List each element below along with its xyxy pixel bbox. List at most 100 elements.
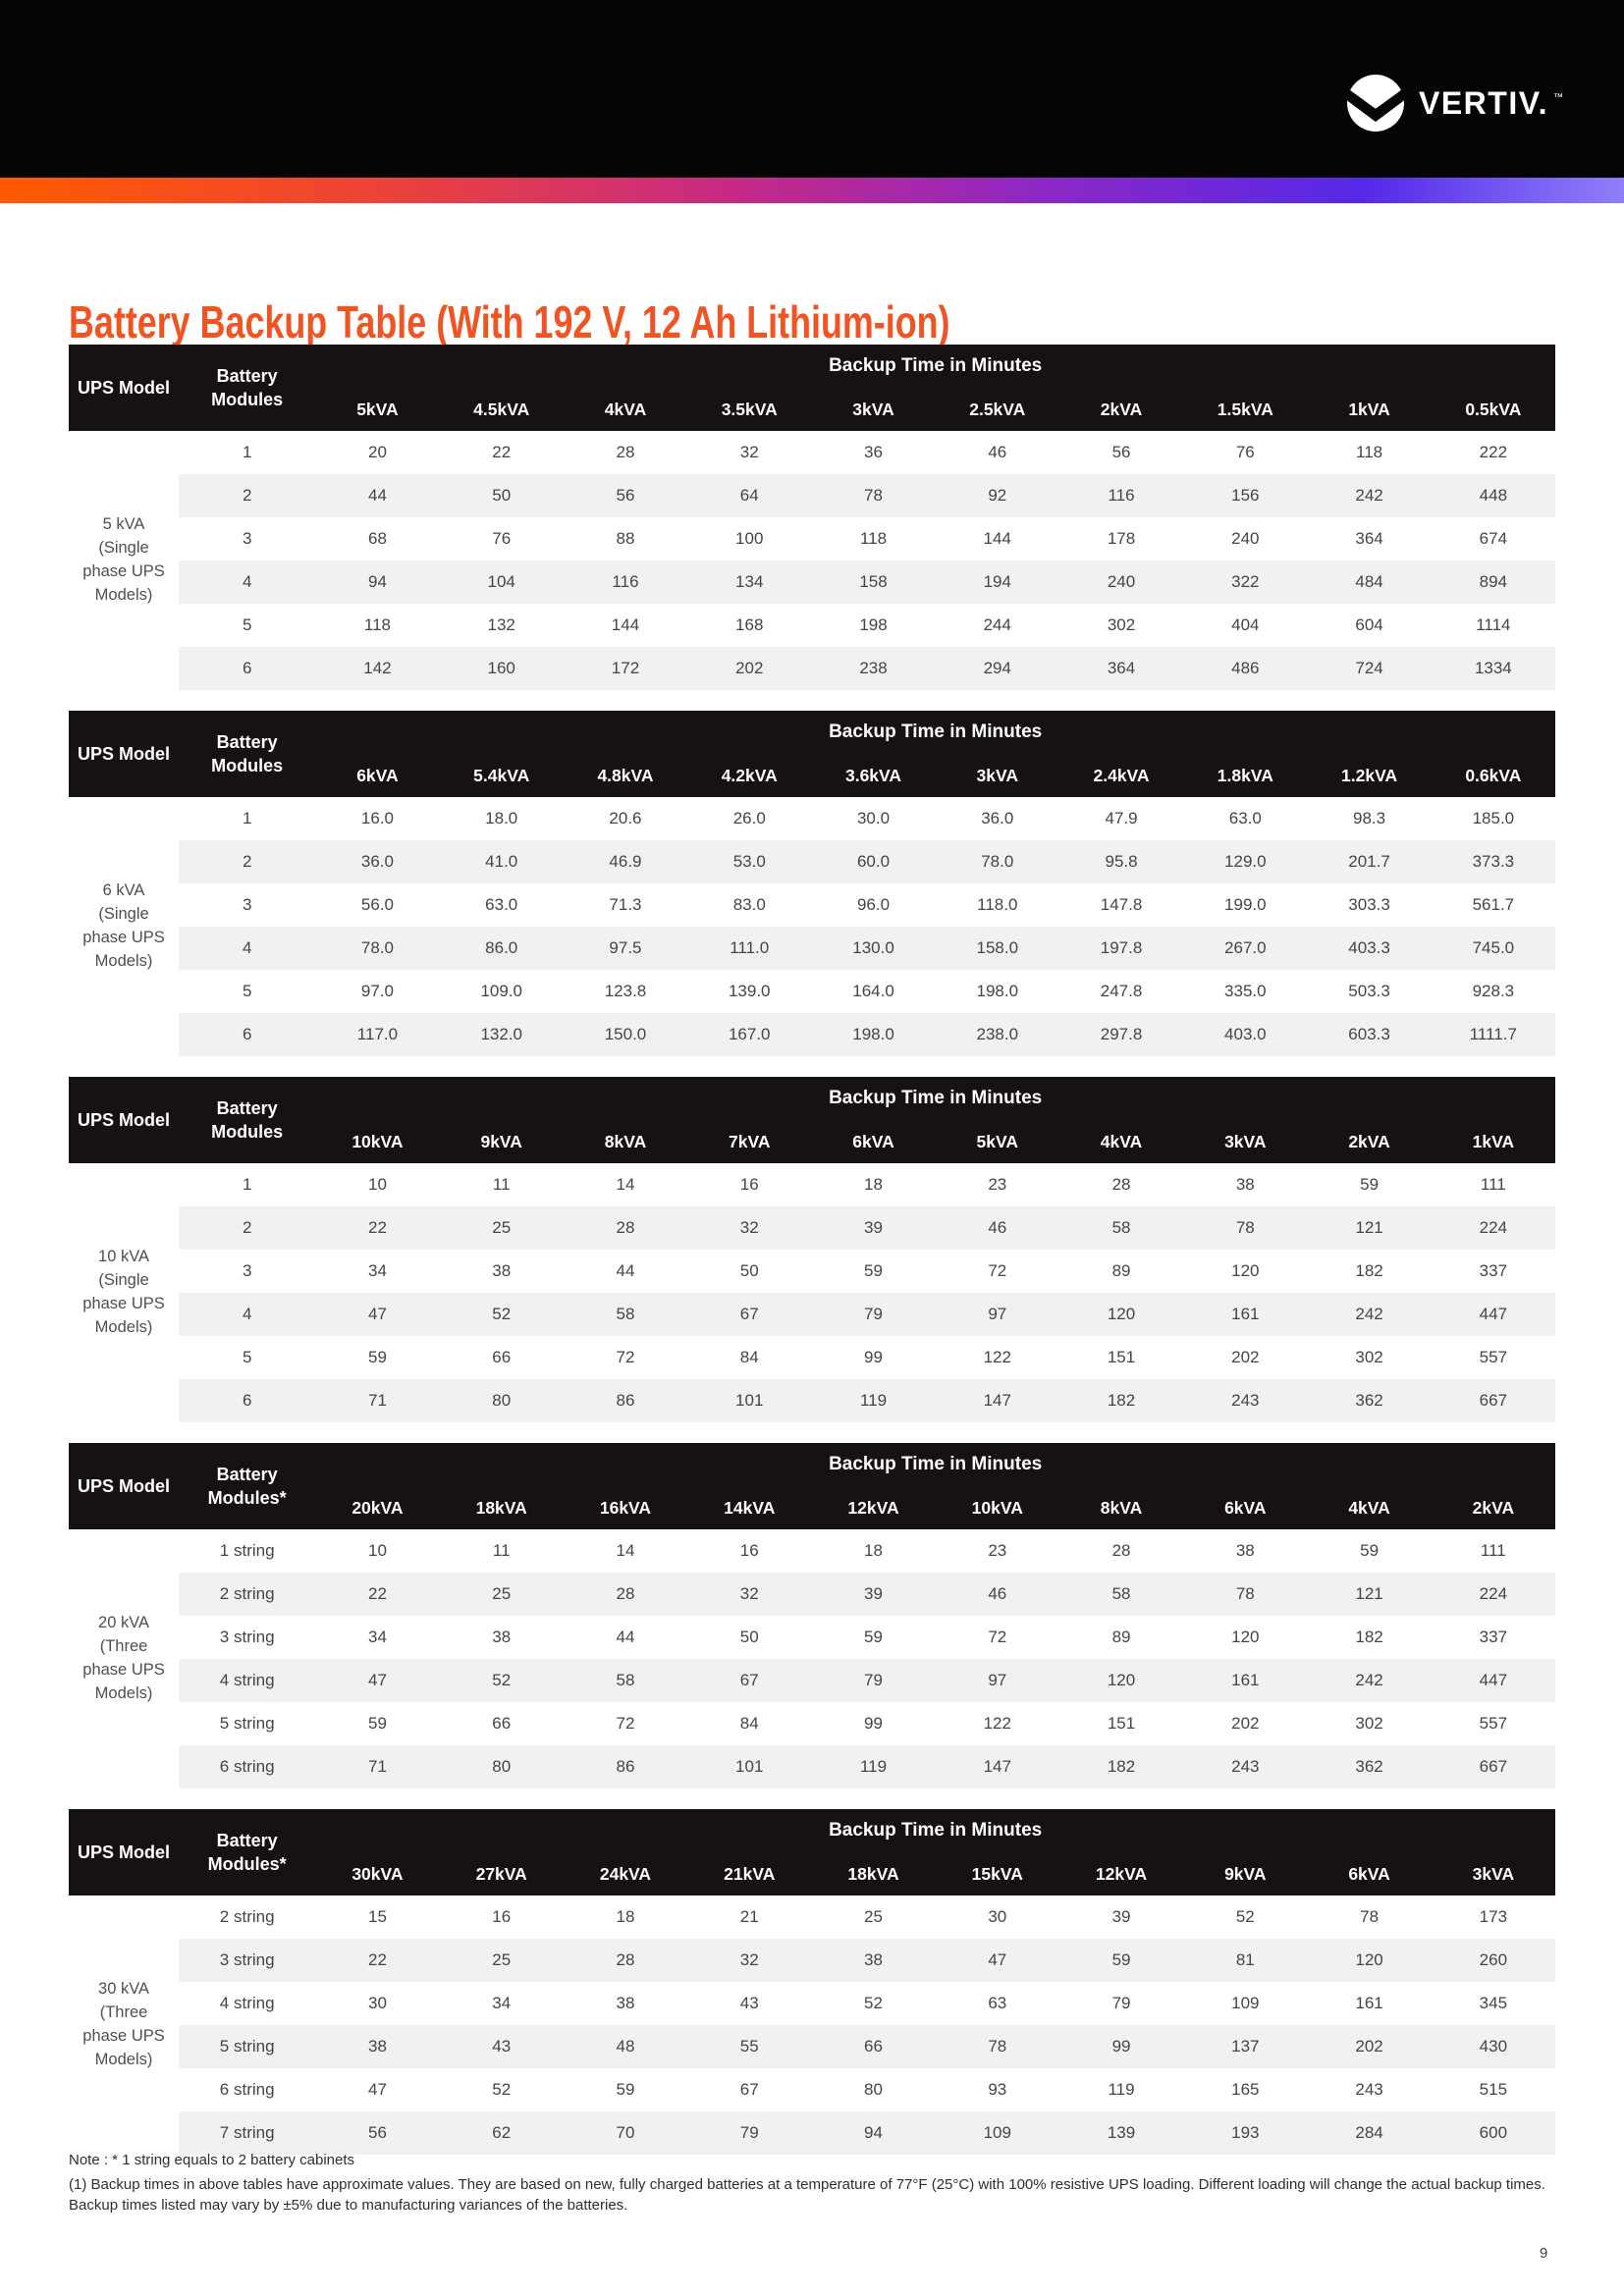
kva-column-header: 4kVA — [1307, 1486, 1432, 1529]
value-cell: 198 — [859, 615, 888, 634]
value-cell: 94 — [315, 561, 440, 604]
value-cell: 88 — [616, 529, 635, 548]
table-row: 5 kVA (Single phase UPS Models) 1 20 22 28 32… — [69, 431, 1555, 690]
value-cell: 122 — [983, 1714, 1011, 1733]
value-cell: 99 — [864, 1348, 883, 1366]
value-cell: 403.3 — [1307, 927, 1432, 970]
value-cell: 67 — [739, 2080, 759, 2099]
value-cell: 928.3 — [1472, 982, 1515, 1000]
value-cell: 80 — [439, 1745, 564, 1789]
value-cell: 46 — [988, 443, 1007, 461]
value-cell: 28 — [616, 443, 635, 461]
value-cell: 78 — [1183, 1206, 1308, 1250]
value-cell: 178 — [1107, 529, 1136, 548]
value-cell: 182 — [1058, 1379, 1184, 1422]
value-cell: 242 — [1307, 1659, 1432, 1702]
value-cell: 604 — [1355, 615, 1383, 634]
value-cell: 364 — [1355, 529, 1383, 548]
table-row: 3 34 38 44 50 59 72 89 120 182 337 — [69, 1250, 1555, 1293]
value-cell: 10 — [367, 1541, 387, 1560]
tables-section: UPS Model Battery Modules Backup Time in M… — [69, 345, 1555, 2175]
kva-column-header: 1.8kVA — [1183, 754, 1308, 797]
kva-column-header: 8kVA — [563, 1120, 688, 1163]
kva-column-header: 5.4kVA — [439, 754, 564, 797]
modules-cell: 3 string — [179, 1939, 316, 1982]
value-cell: 503.3 — [1348, 982, 1390, 1000]
value-cell: 95.8 — [1058, 840, 1184, 883]
value-cell: 16 — [739, 1541, 759, 1560]
value-cell: 25 — [439, 1939, 564, 1982]
value-cell: 167.0 — [687, 1013, 812, 1056]
value-cell: 116 — [1058, 474, 1184, 517]
value-cell: 222 — [1479, 443, 1508, 461]
value-cell: 224 — [1431, 1573, 1555, 1616]
kva-column-header: 30kVA — [315, 1852, 440, 1896]
modules-cell: 2 — [179, 474, 316, 517]
kva-column-header: 8kVA — [1058, 1486, 1184, 1529]
value-cell: 15 — [367, 1907, 387, 1926]
kva-column-header: 16kVA — [563, 1486, 688, 1529]
table-row: 4 94 104 116 134 158 194 240 322 484 894 — [69, 561, 1555, 604]
kva-column-header: 6kVA — [1307, 1852, 1432, 1896]
value-cell: 32 — [739, 443, 759, 461]
value-cell: 151 — [1107, 1348, 1136, 1366]
value-cell: 199.0 — [1224, 895, 1267, 914]
model-cell: 20 kVA (Three phase UPS Models) — [69, 1529, 180, 1789]
value-cell: 86.0 — [439, 927, 564, 970]
trademark-symbol: ™ — [1553, 92, 1563, 103]
value-cell: 1111.7 — [1431, 1013, 1555, 1056]
value-cell: 557 — [1479, 1714, 1508, 1733]
value-cell: 22 — [492, 443, 512, 461]
value-cell: 202 — [1231, 1714, 1260, 1733]
value-cell: 68 — [367, 529, 387, 548]
ups-model-header: UPS Model — [69, 1809, 180, 1896]
modules-cell: 6 — [179, 1379, 316, 1422]
ups-model-header: UPS Model — [69, 1443, 180, 1529]
value-cell: 561.7 — [1472, 895, 1515, 914]
value-cell: 168 — [735, 615, 764, 634]
footnote-paragraph: (1) Backup times in above tables have ap… — [69, 2176, 1545, 2214]
table-row: 6 117.0 132.0 150.0 167.0 198.0 238.0 297.8 403.… — [69, 1013, 1555, 1056]
value-cell: 97 — [935, 1659, 1059, 1702]
value-cell: 47 — [935, 1939, 1059, 1982]
kva-column-header: 4.8kVA — [563, 754, 688, 797]
ups-model-header: UPS Model — [69, 711, 180, 797]
value-cell: 30 — [367, 1994, 387, 2012]
value-cell: 198.0 — [976, 982, 1019, 1000]
table-row: 6 71 80 86 101 119 147 182 243 362 667 — [69, 1379, 1555, 1422]
backup-table: UPS Model Battery Modules* Backup Time in … — [69, 1809, 1555, 2155]
value-cell: 322 — [1183, 561, 1308, 604]
value-cell: 81 — [1183, 1939, 1308, 1982]
value-cell: 52 — [439, 1293, 564, 1336]
value-cell: 59 — [864, 1261, 883, 1280]
value-cell: 247.8 — [1100, 982, 1143, 1000]
value-cell: 303.3 — [1348, 895, 1390, 914]
value-cell: 404 — [1231, 615, 1260, 634]
value-cell: 92 — [935, 474, 1059, 517]
value-cell: 119 — [1108, 2080, 1135, 2099]
value-cell: 38 — [492, 1628, 512, 1646]
value-cell: 182 — [1058, 1745, 1184, 1789]
value-cell: 56 — [563, 474, 688, 517]
value-cell: 38 — [315, 2025, 440, 2068]
value-cell: 161 — [1183, 1659, 1308, 1702]
value-cell: 70 — [563, 2111, 688, 2155]
value-cell: 36.0 — [315, 840, 440, 883]
value-cell: 44 — [616, 1261, 635, 1280]
value-cell: 93 — [988, 2080, 1007, 2099]
value-cell: 362 — [1307, 1379, 1432, 1422]
modules-cell: 2 string — [179, 1573, 316, 1616]
value-cell: 260 — [1431, 1939, 1555, 1982]
value-cell: 78 — [1360, 1907, 1380, 1926]
modules-cell: 1 — [242, 809, 252, 828]
value-cell: 240 — [1058, 561, 1184, 604]
kva-column-header: 4kVA — [1058, 1120, 1184, 1163]
value-cell: 120 — [1307, 1939, 1432, 1982]
value-cell: 97.0 — [360, 982, 394, 1000]
value-cell: 182 — [1355, 1261, 1383, 1280]
value-cell: 117.0 — [315, 1013, 440, 1056]
table-row: 4 string 47 52 58 67 79 97 120 161 242 447 — [69, 1659, 1555, 1702]
value-cell: 182 — [1355, 1628, 1383, 1646]
value-cell: 173 — [1479, 1907, 1508, 1926]
value-cell: 373.3 — [1431, 840, 1555, 883]
